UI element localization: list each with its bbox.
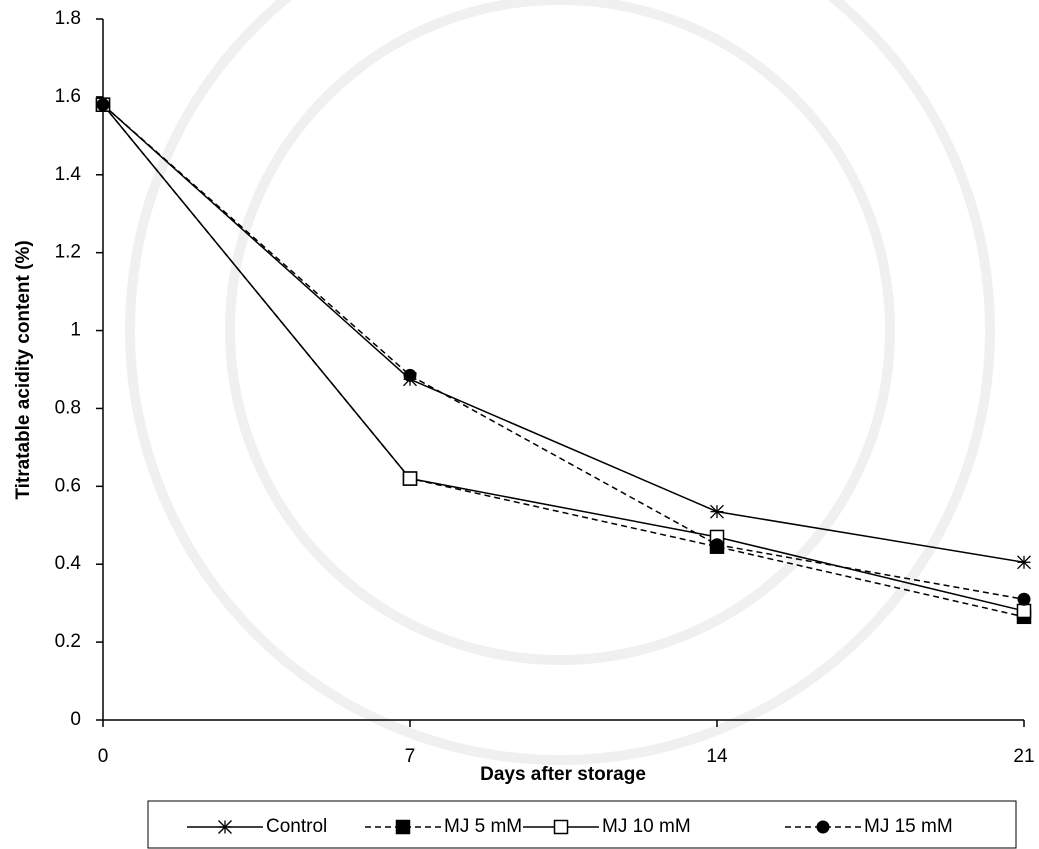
y-tick-label: 1.8 — [55, 8, 81, 29]
marker — [97, 98, 110, 111]
marker — [1018, 604, 1031, 617]
marker — [1018, 593, 1031, 606]
y-tick-label: 1.2 — [55, 242, 81, 263]
y-tick-label: 1.4 — [55, 164, 82, 185]
legend-marker — [219, 821, 232, 834]
x-tick-label: 14 — [706, 746, 728, 767]
legend-marker — [397, 821, 410, 834]
y-tick-label: 1.6 — [55, 86, 81, 107]
legend-marker — [555, 821, 568, 834]
y-axis-title: Titratable acidity content (%) — [13, 240, 34, 499]
marker — [711, 538, 724, 551]
legend-label: Control — [266, 816, 327, 837]
legend-label: MJ 15 mM — [864, 816, 953, 837]
marker — [711, 505, 724, 518]
x-tick-label: 0 — [98, 746, 109, 767]
watermark — [130, 0, 990, 760]
chart: Days after storage Titratable acidity co… — [0, 0, 1039, 849]
marker — [404, 369, 417, 382]
marker — [1018, 556, 1031, 569]
legend-label: MJ 5 mM — [444, 816, 522, 837]
y-tick-label: 0 — [70, 709, 81, 730]
x-axis-title: Days after storage — [480, 764, 646, 785]
legend-label: MJ 10 mM — [602, 816, 691, 837]
y-tick-label: 0.4 — [55, 553, 82, 574]
y-tick-label: 0.6 — [55, 475, 81, 496]
marker — [404, 472, 417, 485]
y-tick-label: 1 — [70, 320, 81, 341]
legend-marker — [817, 821, 830, 834]
y-tick-label: 0.8 — [55, 397, 81, 418]
x-tick-label: 7 — [405, 746, 416, 767]
x-tick-label: 21 — [1013, 746, 1034, 767]
y-tick-label: 0.2 — [55, 631, 81, 652]
